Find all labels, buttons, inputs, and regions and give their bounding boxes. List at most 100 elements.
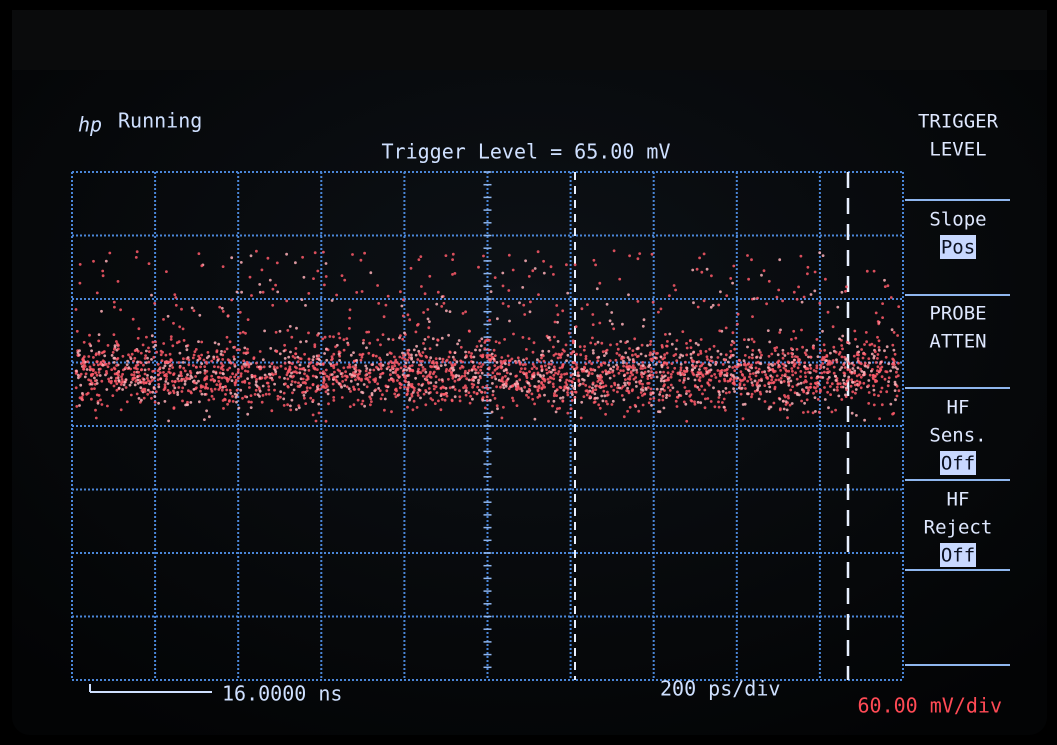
trace-dot — [211, 390, 214, 393]
trace-dot — [709, 364, 712, 367]
trace-dot — [879, 361, 882, 364]
trace-dot — [700, 338, 703, 341]
trace-dot — [550, 265, 553, 268]
trace-dot — [729, 350, 732, 353]
trace-dot — [803, 365, 806, 368]
trace-dot — [809, 367, 812, 370]
trace-dot — [99, 374, 102, 377]
trace-dot — [597, 403, 600, 406]
trace-dot — [77, 351, 80, 354]
trace-dot — [199, 357, 202, 360]
trace-dot — [881, 366, 884, 369]
trace-dot — [777, 379, 780, 382]
trace-dot — [316, 363, 319, 366]
trace-dot — [105, 372, 108, 375]
trace-dot — [628, 382, 631, 385]
trace-dot — [433, 385, 436, 388]
trace-dot — [325, 359, 328, 362]
trace-dot — [195, 348, 198, 351]
trace-dot — [659, 371, 662, 374]
trace-dot — [172, 384, 175, 387]
trace-dot — [349, 390, 352, 393]
trace-dot — [474, 368, 477, 371]
trace-dot — [459, 400, 462, 403]
trace-dot — [841, 291, 844, 294]
trace-dot — [152, 356, 155, 359]
trace-dot — [548, 366, 551, 369]
trace-dot — [751, 381, 754, 384]
trace-dot — [815, 377, 818, 380]
trace-dot — [354, 378, 357, 381]
trace-dot — [876, 336, 879, 339]
trace-dot — [226, 348, 229, 351]
trace-dot — [743, 362, 746, 365]
trace-dot — [303, 372, 306, 375]
trace-dot — [179, 366, 182, 369]
trace-dot — [171, 344, 174, 347]
trace-dot — [405, 369, 408, 372]
trace-dot — [550, 363, 553, 366]
trace-dot — [90, 398, 93, 401]
trace-dot — [441, 337, 444, 340]
trace-dot — [76, 330, 79, 333]
trace-dot — [394, 359, 397, 362]
trace-dot — [814, 410, 817, 413]
trace-dot — [410, 267, 413, 270]
trace-dot — [147, 347, 150, 350]
trace-dot — [147, 389, 150, 392]
trace-dot — [176, 377, 179, 380]
trace-dot — [719, 374, 722, 377]
trace-dot — [502, 406, 505, 409]
trace-dot — [867, 357, 870, 360]
trace-dot — [732, 374, 735, 377]
trace-dot — [706, 358, 709, 361]
trace-dot — [435, 357, 438, 360]
trace-dot — [308, 358, 311, 361]
trace-dot — [144, 373, 147, 376]
trace-dot — [273, 383, 276, 386]
trace-dot — [743, 384, 746, 387]
trace-dot — [261, 401, 264, 404]
trace-dot — [729, 356, 732, 359]
trace-dot — [633, 337, 636, 340]
trace-dot — [352, 386, 355, 389]
trace-dot — [605, 373, 608, 376]
trace-dot — [883, 349, 886, 352]
trace-dot — [169, 353, 172, 356]
trace-dot — [767, 366, 770, 369]
trace-dot — [585, 357, 588, 360]
trace-dot — [183, 339, 186, 342]
trace-dot — [511, 358, 514, 361]
trace-dot — [573, 387, 576, 390]
trace-dot — [547, 363, 550, 366]
trace-dot — [842, 363, 845, 366]
trace-dot — [723, 378, 726, 381]
trace-dot — [531, 393, 534, 396]
trace-dot — [488, 358, 491, 361]
trace-dot — [637, 410, 640, 413]
trace-dot — [364, 374, 367, 377]
trace-dot — [144, 369, 147, 372]
trace-dot — [597, 359, 600, 362]
trace-dot — [809, 356, 812, 359]
trace-dot — [599, 374, 602, 377]
trace-dot — [283, 377, 286, 380]
trace-dot — [667, 386, 670, 389]
trace-dot — [557, 340, 560, 343]
trace-dot — [145, 350, 148, 353]
trace-dot — [566, 292, 569, 295]
trace-dot — [179, 352, 182, 355]
trace-dot — [198, 400, 201, 403]
trace-dot — [248, 382, 251, 385]
trace-dot — [761, 371, 764, 374]
trace-dot — [454, 272, 457, 275]
trace-dot — [343, 279, 346, 282]
trace-dot — [553, 365, 556, 368]
trace-dot — [897, 362, 900, 365]
trace-dot — [215, 372, 218, 375]
trace-dot — [560, 373, 563, 376]
trace-dot — [322, 251, 325, 254]
trace-dot — [685, 390, 688, 393]
trace-dot — [184, 404, 187, 407]
trace-dot — [782, 349, 785, 352]
